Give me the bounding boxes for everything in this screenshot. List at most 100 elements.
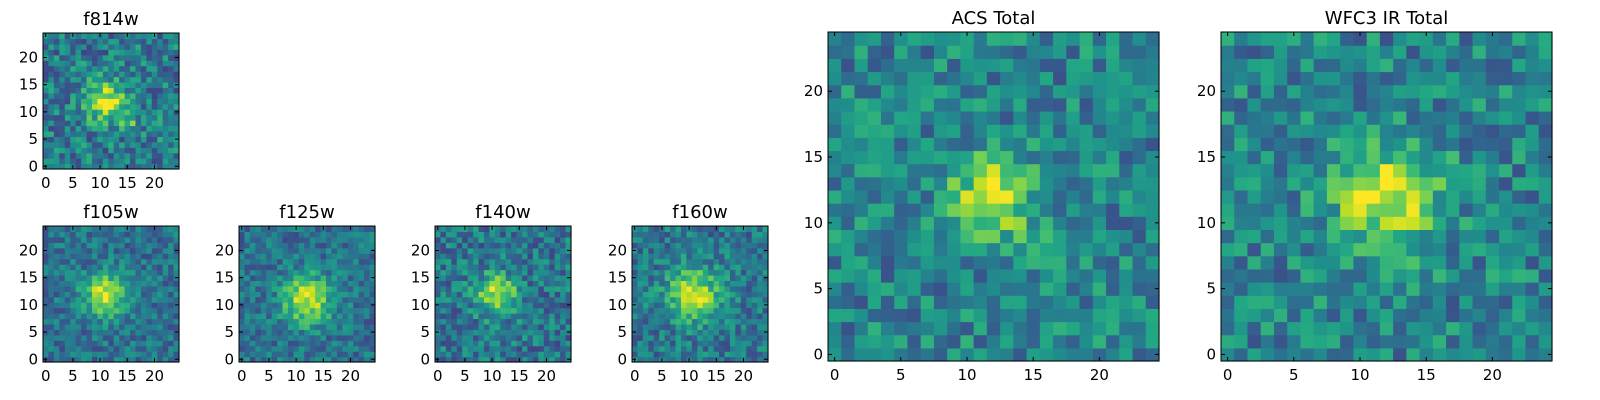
heatmap-cell	[670, 236, 677, 243]
heatmap-cell	[1485, 71, 1500, 86]
heatmap-cell	[880, 268, 895, 283]
heatmap-cell	[516, 345, 523, 352]
heatmap-cell	[1260, 58, 1275, 73]
heatmap-cell	[740, 258, 747, 265]
heatmap-cell	[81, 258, 88, 265]
heatmap-cell	[59, 147, 66, 154]
heatmap-cell	[1026, 242, 1041, 257]
heatmap-cell	[130, 242, 137, 249]
heatmap-cell	[907, 32, 922, 46]
heatmap-cell	[75, 351, 82, 358]
heatmap-cell	[729, 242, 736, 249]
heatmap-cell	[762, 285, 769, 292]
heatmap-cell	[102, 54, 109, 61]
heatmap-cell	[108, 340, 115, 347]
heatmap-cell	[244, 253, 251, 260]
heatmap-cell	[532, 264, 539, 271]
heatmap-cell	[1366, 216, 1381, 230]
heatmap-cell	[162, 87, 169, 94]
heatmap-cell	[986, 124, 1001, 138]
heatmap-cell	[451, 285, 458, 292]
heatmap-cell	[907, 110, 922, 125]
heatmap-cell	[664, 280, 671, 287]
heatmap-cell	[1419, 97, 1434, 112]
heatmap-cell	[1234, 203, 1249, 217]
heatmap-cell	[456, 340, 463, 347]
heatmap-cell	[500, 351, 507, 358]
heatmap-cell	[277, 318, 284, 325]
heatmap-cell	[735, 323, 742, 330]
x-tick-label: 5	[460, 367, 470, 385]
heatmap-cell	[320, 307, 327, 314]
heatmap-cell	[157, 302, 164, 309]
heatmap-cell	[304, 285, 311, 292]
heatmap-cell	[670, 323, 677, 330]
heatmap-cell	[287, 274, 294, 281]
heatmap-cell	[920, 110, 935, 125]
heatmap-cell	[53, 323, 60, 330]
heatmap-cell	[702, 291, 709, 298]
heatmap-cell	[320, 280, 327, 287]
heatmap-cell	[1260, 268, 1275, 283]
heatmap-cell	[151, 92, 158, 99]
heatmap-cell	[724, 318, 731, 325]
heatmap-cell	[168, 49, 175, 56]
heatmap-cell	[713, 307, 720, 314]
heatmap-cell	[907, 229, 922, 244]
heatmap-cell	[260, 269, 267, 276]
heatmap-cell	[130, 318, 137, 325]
heatmap-cell	[440, 236, 447, 243]
heatmap-cell	[124, 258, 131, 265]
heatmap-cell	[522, 323, 529, 330]
heatmap-cell	[140, 242, 147, 249]
heatmap-cell	[1300, 268, 1315, 283]
heatmap-cell	[1287, 334, 1302, 349]
heatmap-cell	[947, 58, 961, 73]
heatmap-cell	[659, 247, 666, 254]
heatmap-cell	[1393, 97, 1407, 112]
heatmap-cell	[511, 242, 518, 249]
heatmap-cell	[168, 33, 175, 40]
heatmap-cell	[86, 307, 93, 314]
heatmap-cell	[53, 231, 60, 238]
heatmap-cell	[64, 147, 71, 154]
heatmap-cell	[648, 340, 655, 347]
heatmap-cell	[648, 285, 655, 292]
heatmap-cell	[140, 87, 147, 94]
heatmap-cell	[1039, 84, 1054, 99]
heatmap-cell	[244, 291, 251, 298]
heatmap-cell	[86, 60, 93, 67]
heatmap-cell	[1432, 176, 1447, 191]
heatmap-cell	[70, 345, 77, 352]
heatmap-cell	[113, 258, 120, 265]
heatmap-cell	[108, 242, 115, 249]
heatmap-cell	[315, 323, 322, 330]
heatmap-cell	[762, 340, 769, 347]
heatmap-cell	[1485, 268, 1500, 283]
heatmap-cell	[162, 291, 169, 298]
heatmap-cell	[255, 258, 262, 265]
heatmap-cell	[108, 120, 115, 127]
heatmap-cell	[75, 323, 82, 330]
heatmap-cell	[724, 351, 731, 358]
heatmap-cell	[157, 318, 164, 325]
heatmap-cell	[260, 253, 267, 260]
heatmap-cell	[146, 109, 153, 116]
heatmap-cell	[59, 87, 66, 94]
heatmap-cell	[293, 329, 300, 336]
heatmap-cell	[1366, 334, 1381, 349]
heatmap-cell	[522, 226, 529, 233]
heatmap-cell	[244, 334, 251, 341]
heatmap-cell	[1260, 110, 1275, 125]
heatmap-cell	[249, 285, 256, 292]
heatmap-cell	[1092, 321, 1107, 336]
heatmap-cell	[440, 231, 447, 238]
heatmap-cell	[511, 323, 518, 330]
heatmap-cell	[973, 321, 988, 336]
heatmap-cell	[456, 231, 463, 238]
heatmap-cell	[59, 356, 66, 363]
heatmap-cell	[293, 345, 300, 352]
heatmap-cell	[124, 87, 131, 94]
heatmap-cell	[670, 269, 677, 276]
heatmap-cell	[1353, 229, 1368, 244]
